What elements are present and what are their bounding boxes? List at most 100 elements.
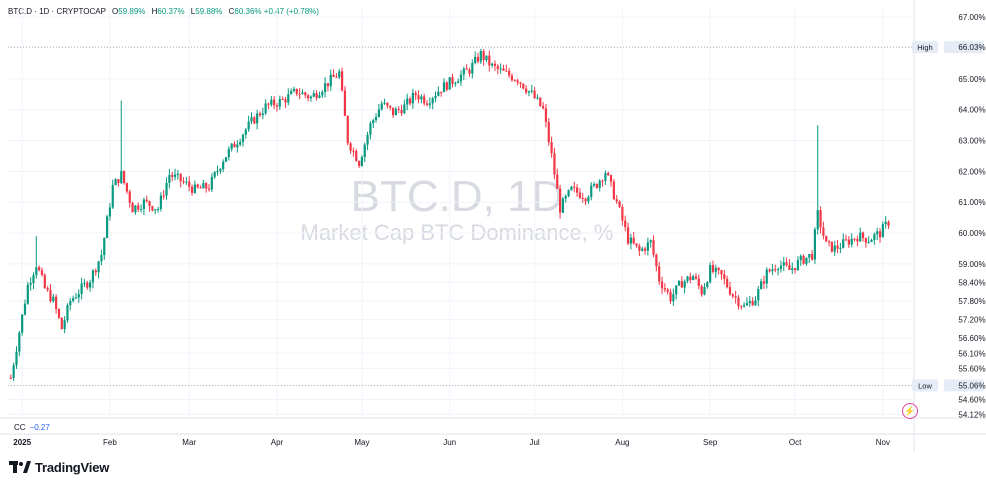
low-value: 59.88% (195, 7, 223, 16)
candle-body (403, 104, 406, 114)
candle-body (720, 270, 723, 275)
candle-body (867, 241, 870, 243)
candle-body (9, 377, 12, 379)
y-tick-label: 56.10% (958, 349, 985, 358)
candle-body (536, 97, 539, 99)
candle-body (40, 270, 44, 276)
candle-body (442, 82, 446, 93)
candle-body (343, 90, 347, 116)
candle-body (618, 201, 621, 207)
chart-legend-header[interactable]: BTC.D · 1D · CRYPTOCAP O59.89% H60.37% L… (8, 7, 319, 16)
candle-body (542, 106, 545, 109)
candle-body (822, 227, 825, 236)
candle-body (49, 289, 52, 302)
candle-body (479, 51, 482, 62)
candle-body (188, 181, 191, 187)
candle-body (425, 103, 429, 105)
candle-body (864, 238, 867, 243)
candle-body (100, 255, 103, 262)
candle-body (179, 173, 182, 182)
indicator-legend[interactable]: CC −0.27 (14, 423, 50, 432)
candle-body (547, 122, 550, 143)
candle-body (114, 179, 117, 186)
candle-body (94, 270, 97, 273)
candle-body (176, 173, 179, 175)
indicator-name[interactable]: CC (14, 423, 26, 432)
candle-body (408, 98, 412, 104)
symbol-title[interactable]: BTC.D · 1D · CRYPTOCAP (8, 7, 106, 16)
candle-body (12, 365, 15, 379)
candle-body (21, 314, 24, 333)
x-tick-label: Apr (271, 438, 284, 447)
candle-body (454, 83, 457, 85)
y-tick-label: 62.00% (958, 167, 985, 176)
candle-body (239, 141, 242, 145)
candle-body (89, 282, 92, 288)
tradingview-logo[interactable]: TradingView (9, 458, 109, 476)
candle-body (527, 91, 531, 93)
candle-body (295, 88, 298, 94)
candle-body (491, 63, 494, 66)
candle-body (508, 70, 511, 76)
candle-body (437, 91, 440, 96)
candle-body (731, 294, 734, 297)
candle-body (224, 157, 228, 162)
candle-body (663, 288, 666, 290)
candle-body (604, 172, 607, 181)
candle-body (329, 74, 332, 87)
y-tick-label: 66.03% (958, 43, 985, 52)
price-chart[interactable]: 2025 Feb Mar Apr May Jun Jul Aug Sep Oct Nov 67.00%… (0, 0, 986, 452)
candle-body (592, 183, 596, 186)
candle-body (884, 221, 887, 225)
x-tick-label: Mar (182, 438, 196, 447)
candle-body (850, 238, 853, 245)
candle-body (267, 103, 270, 105)
candle-body (740, 306, 743, 308)
candle-body (120, 170, 123, 184)
candle-body (853, 238, 856, 240)
candle-body (165, 182, 168, 196)
candle-body (55, 296, 58, 309)
lightning-icon[interactable]: ⚡ (902, 403, 918, 419)
candle-body (193, 184, 196, 193)
candle-body (590, 185, 593, 198)
candle-body (703, 287, 706, 295)
candle-body (561, 198, 565, 213)
candle-body (791, 268, 794, 270)
candle-body (23, 303, 27, 315)
y-tick-label: 54.60% (958, 396, 985, 405)
candle-body (774, 269, 777, 271)
candle-body (349, 143, 352, 151)
candle-body (383, 102, 386, 104)
candle-body (839, 247, 842, 249)
candle-body (258, 113, 262, 116)
candle-body (870, 239, 873, 242)
y-tick-label: 56.60% (958, 334, 985, 343)
candle-body (544, 108, 548, 123)
candle-body (771, 269, 774, 272)
candle-body (159, 195, 162, 210)
candle-body (793, 268, 797, 270)
candle-body (273, 99, 276, 106)
candle-body (105, 216, 109, 238)
candle-body (723, 274, 726, 279)
candle-body (360, 157, 364, 166)
y-tick-label: 57.80% (958, 297, 985, 306)
candle-body (785, 262, 788, 266)
candle-body (52, 296, 55, 302)
candle-body (278, 98, 281, 107)
candle-body (689, 276, 692, 281)
candle-body (799, 255, 802, 261)
candle-body (227, 149, 230, 158)
candle-body (757, 289, 760, 301)
candle-body (448, 77, 451, 90)
high-label: H (151, 7, 158, 16)
candle-body (142, 199, 145, 210)
tradingview-logo-icon (9, 461, 31, 473)
candle-body (539, 97, 542, 107)
candle-body (386, 102, 389, 106)
candle-body (714, 267, 717, 272)
candle-body (346, 115, 349, 144)
candle-body (694, 276, 698, 279)
candle-body (692, 276, 695, 281)
